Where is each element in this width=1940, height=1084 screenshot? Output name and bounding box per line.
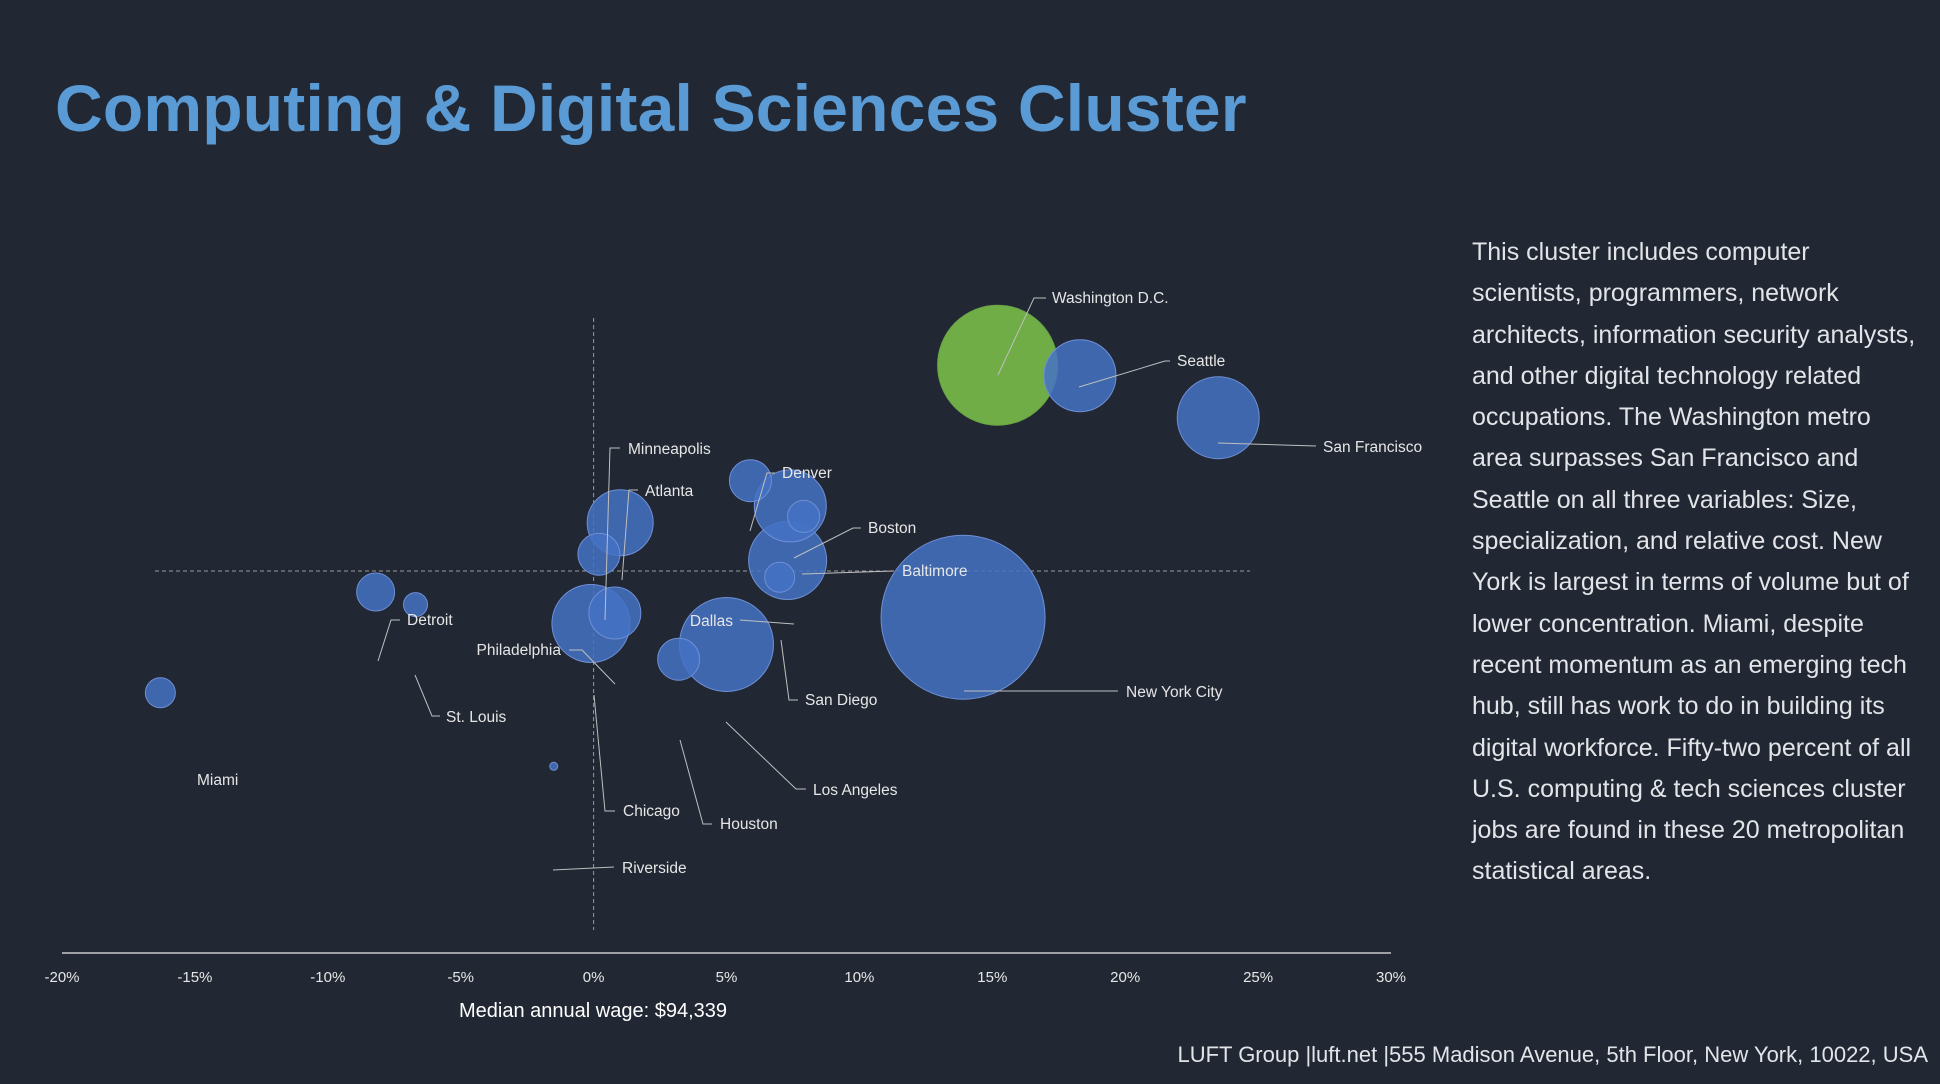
- footer-separator: |: [1377, 1042, 1390, 1067]
- bubble: [356, 572, 396, 612]
- bubble-label: San Francisco: [1323, 439, 1422, 456]
- bubble: [728, 459, 772, 503]
- bubble: [577, 532, 621, 576]
- x-tick-label: -15%: [177, 969, 212, 986]
- footer-company: LUFT Group: [1177, 1042, 1300, 1067]
- x-tick-label: 15%: [977, 969, 1007, 986]
- x-tick-label: 30%: [1376, 969, 1406, 986]
- bubble-label: Washington D.C.: [1052, 290, 1169, 307]
- bubble-label: Seattle: [1177, 353, 1225, 370]
- leader-line: [801, 570, 895, 575]
- bubble: [1176, 376, 1260, 460]
- bubble: [937, 304, 1059, 426]
- bubble: [880, 534, 1046, 700]
- bubble-label: New York City: [1126, 684, 1223, 701]
- x-tick-label: -5%: [447, 969, 474, 986]
- x-tick-label: 20%: [1110, 969, 1140, 986]
- leader-line: [997, 297, 1046, 376]
- bubble: [764, 561, 796, 593]
- bubble-label: Miami: [197, 772, 238, 789]
- leader-line: [621, 489, 638, 581]
- bubble: [588, 586, 642, 640]
- bubble: [1043, 339, 1117, 413]
- leader-line: [793, 527, 861, 559]
- leader-line: [377, 619, 400, 662]
- bubble-label: Philadelphia: [477, 642, 562, 659]
- leader-line: [569, 649, 616, 685]
- bubble-label: Houston: [720, 816, 778, 833]
- footer-separator: |: [1299, 1042, 1312, 1067]
- leader-line: [1078, 360, 1170, 388]
- leader-line: [593, 694, 615, 812]
- leader-line: [414, 674, 440, 717]
- page-title: Computing & Digital Sciences Cluster: [55, 71, 1247, 145]
- leader-line: [1217, 442, 1317, 447]
- bubble: [657, 637, 701, 681]
- leader-line: [749, 472, 775, 532]
- bubble-label: Minneapolis: [628, 441, 711, 458]
- bubble-label: Chicago: [623, 803, 680, 820]
- bubble-label: Dallas: [690, 613, 733, 630]
- leader-line: [725, 721, 806, 790]
- bubble: [549, 761, 559, 771]
- bubble-label: Baltimore: [902, 563, 967, 580]
- bubble-label: Detroit: [407, 612, 453, 629]
- bubble: [403, 592, 429, 618]
- footer: LUFT Group |luft.net |555 Madison Avenue…: [1177, 1042, 1928, 1068]
- x-tick-label: 5%: [716, 969, 738, 986]
- x-tick-label: 10%: [844, 969, 874, 986]
- bubble: [787, 499, 821, 533]
- leader-line: [780, 639, 798, 701]
- bubble-label: Denver: [782, 465, 832, 482]
- bubble: [144, 677, 176, 709]
- leader-line: [679, 739, 712, 825]
- x-tick-label: -20%: [44, 969, 79, 986]
- bubble-label: Boston: [868, 520, 916, 537]
- bubble-label: Los Angeles: [813, 782, 898, 799]
- leader-line: [739, 619, 795, 625]
- bubble-label: Atlanta: [645, 483, 694, 500]
- footer-address: 555 Madison Avenue, 5th Floor, New York,…: [1389, 1042, 1928, 1067]
- cluster-description: This cluster includes computer scientist…: [1472, 238, 1916, 886]
- x-tick-label: -10%: [310, 969, 345, 986]
- x-tick-label: 25%: [1243, 969, 1273, 986]
- x-tick-label: 0%: [583, 969, 605, 986]
- bubble-label: San Diego: [805, 692, 877, 709]
- leader-line: [604, 447, 620, 621]
- leader-line: [552, 866, 615, 871]
- bubble-chart: -20% -15% -10% -5% 0% 5% 10% 15% 20% 25% 30% Washin…: [44, 290, 1422, 986]
- footer-website[interactable]: luft.net: [1311, 1042, 1378, 1067]
- median-wage-note: Median annual wage: $94,339: [459, 1000, 727, 1022]
- bubble-label: Riverside: [622, 860, 687, 877]
- bubble-label: St. Louis: [446, 709, 507, 726]
